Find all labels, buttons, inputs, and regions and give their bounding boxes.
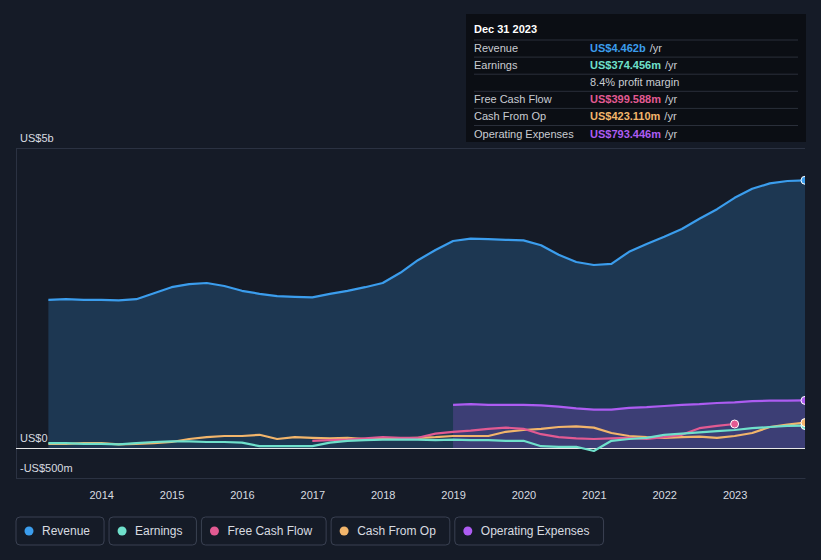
legend-label[interactable]: Earnings — [135, 524, 182, 538]
series-area — [48, 180, 805, 448]
x-tick: 2019 — [441, 478, 465, 501]
x-axis-line — [17, 478, 806, 479]
tooltip-separator — [474, 74, 798, 75]
grid-line — [16, 148, 805, 149]
legend-item[interactable]: Cash From Op — [331, 517, 450, 545]
x-axis: 2014 2015 2016 2017 2018 2019 2020 2021 2022 2023 — [17, 478, 806, 501]
legend-label[interactable]: Free Cash Flow — [227, 524, 312, 538]
legend-label[interactable]: Revenue — [42, 524, 90, 538]
legend-box[interactable] — [455, 517, 604, 545]
tooltip-value-number: US$399.588m — [590, 93, 661, 105]
legend-swatch[interactable] — [463, 527, 472, 536]
series-line — [48, 180, 805, 300]
grid-line — [16, 448, 805, 449]
tooltip-separator — [474, 91, 798, 92]
tooltip-value: US$374.456m/yr — [590, 59, 678, 71]
tooltip-note: 8.4% profit margin — [590, 76, 679, 88]
x-tick-label: 2021 — [582, 489, 606, 501]
x-tick-label: 2017 — [301, 489, 325, 501]
end-dot — [801, 396, 805, 404]
x-tick-label: 2022 — [652, 489, 676, 501]
tooltip-separator — [474, 57, 798, 58]
legend-label[interactable]: Cash From Op — [357, 524, 436, 538]
series-line — [312, 424, 734, 441]
x-tick-label: 2023 — [723, 489, 747, 501]
tooltip-value-number: US$374.456m — [590, 59, 661, 71]
x-tick-label: 2016 — [230, 489, 254, 501]
end-dot — [731, 420, 739, 428]
legend-swatch[interactable] — [210, 527, 219, 536]
legend: Revenue Earnings Free Cash Flow Cash From O… — [16, 517, 604, 545]
legend-box[interactable] — [331, 517, 450, 545]
x-tick: 2014 — [89, 478, 113, 501]
y-tick-label: -US$500m — [20, 462, 73, 474]
legend-item[interactable]: Free Cash Flow — [201, 517, 326, 545]
legend-item[interactable]: Operating Expenses — [455, 517, 604, 545]
tooltip-value: US$423.110m/yr — [590, 110, 677, 122]
x-tick-label: 2018 — [371, 489, 395, 501]
tooltip-separator — [474, 125, 798, 126]
y-axis-line — [16, 149, 17, 479]
tooltip-separator — [474, 40, 798, 41]
tooltip-value-unit: /yr — [665, 59, 678, 71]
tooltip: Dec 31 2023 Revenue US$4.462b/yr Earnings US… — [466, 14, 806, 142]
plot-area — [48, 180, 805, 451]
legend-box[interactable] — [109, 517, 196, 545]
tooltip-value-unit: /yr — [665, 128, 678, 140]
tooltip-label: Revenue — [474, 42, 518, 54]
legend-item[interactable]: Earnings — [109, 517, 196, 545]
x-tick: 2018 — [371, 478, 395, 501]
x-tick-label: 2014 — [89, 489, 113, 501]
tooltip-label: Operating Expenses — [474, 128, 574, 140]
y-tick-label: US$5b — [20, 132, 54, 144]
background — [0, 0, 821, 560]
end-dot — [801, 176, 805, 184]
x-tick: 2022 — [652, 478, 676, 501]
x-tick: 2016 — [230, 478, 254, 501]
y-tick: -US$500m — [16, 462, 805, 479]
x-tick-label: 2020 — [512, 489, 536, 501]
tooltip-value-unit: /yr — [650, 42, 663, 54]
chart: US$5bUS$0-US$500m20142015201620172018201… — [0, 0, 821, 560]
tooltip-value-number: US$4.462b — [590, 42, 646, 54]
tooltip-value-number: US$423.110m — [590, 110, 661, 122]
x-tick-label: 2015 — [160, 489, 184, 501]
x-tick: 2021 — [582, 478, 606, 501]
legend-box[interactable] — [16, 517, 104, 545]
x-tick: 2020 — [512, 478, 536, 501]
y-axis: US$5b US$0 -US$500m — [16, 132, 805, 479]
x-tick: 2023 — [723, 478, 747, 501]
tooltip-value-unit: /yr — [665, 93, 678, 105]
end-dots — [731, 176, 805, 429]
tooltip-box — [466, 14, 806, 142]
legend-label[interactable]: Operating Expenses — [481, 524, 590, 538]
tooltip-separator — [474, 108, 798, 109]
x-tick: 2017 — [301, 478, 325, 501]
tooltip-value: US$4.462b/yr — [590, 42, 662, 54]
legend-swatch[interactable] — [25, 527, 34, 536]
series-line — [453, 400, 805, 409]
tooltip-title: Dec 31 2023 — [474, 23, 537, 35]
legend-box[interactable] — [201, 517, 326, 545]
end-dot — [801, 419, 805, 427]
legend-item[interactable]: Revenue — [16, 517, 104, 545]
tooltip-value-unit: /yr — [664, 110, 677, 122]
grid-line — [16, 478, 805, 479]
x-tick: 2015 — [160, 478, 184, 501]
legend-swatch[interactable] — [118, 527, 127, 536]
tooltip-label: Earnings — [474, 59, 518, 71]
tooltip-value: US$399.588m/yr — [590, 93, 678, 105]
legend-swatch[interactable] — [340, 527, 349, 536]
tooltip-value: US$793.446m/yr — [590, 128, 678, 140]
series-line — [48, 426, 805, 451]
y-tick-label: US$0 — [20, 432, 48, 444]
tooltip-value-number: US$793.446m — [590, 128, 661, 140]
tooltip-label: Free Cash Flow — [474, 93, 552, 105]
x-tick-label: 2019 — [441, 489, 465, 501]
tooltip-label: Cash From Op — [474, 110, 546, 122]
